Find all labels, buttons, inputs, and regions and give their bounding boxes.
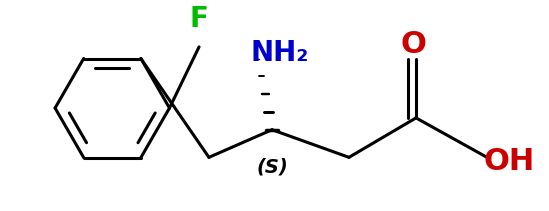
Text: NH₂: NH₂ — [251, 39, 309, 67]
Text: (S): (S) — [256, 158, 288, 177]
Text: F: F — [189, 5, 209, 33]
Text: OH: OH — [483, 147, 534, 176]
Text: O: O — [400, 30, 426, 60]
